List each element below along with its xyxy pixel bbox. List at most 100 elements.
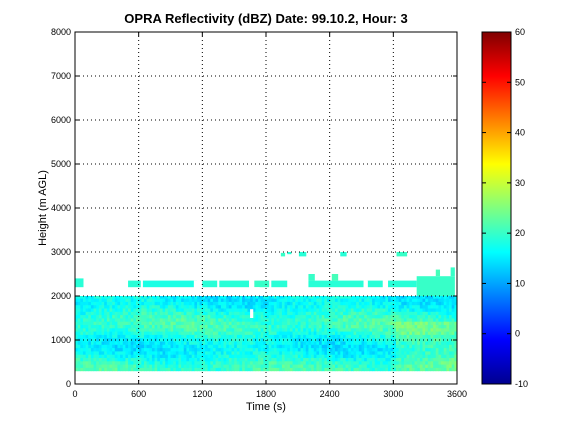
- heatmap-cell: [218, 318, 222, 322]
- heatmap-cell: [409, 367, 413, 372]
- heatmap-cell: [449, 334, 453, 339]
- heatmap-cell: [332, 334, 336, 339]
- heatmap-cell: [263, 357, 267, 362]
- heatmap-cell: [244, 354, 248, 358]
- heatmap-cell: [380, 360, 384, 365]
- heatmap-cell: [255, 304, 259, 309]
- heatmap-cell: [186, 308, 190, 312]
- heatmap-cell: [112, 318, 116, 322]
- heatmap-cell: [451, 341, 455, 345]
- heatmap-cell: [204, 341, 209, 345]
- heatmap-cell: [220, 308, 224, 312]
- heatmap-cell: [385, 308, 389, 312]
- heatmap-cell: [369, 304, 373, 309]
- heatmap-cell: [212, 347, 216, 352]
- heatmap-cell: [159, 351, 163, 355]
- heatmap-cell: [292, 351, 296, 355]
- heatmap-cell: [361, 367, 365, 372]
- heatmap-cell: [438, 321, 442, 325]
- heatmap-cell: [273, 296, 278, 299]
- heatmap-cell: [112, 334, 116, 339]
- heatmap-cell: [80, 324, 84, 329]
- heatmap-cell: [120, 321, 124, 325]
- heatmap-cell: [157, 308, 161, 312]
- heatmap-cell: [435, 298, 439, 302]
- heatmap-cell: [425, 364, 429, 368]
- heatmap-cell: [276, 318, 280, 322]
- heatmap-cell: [324, 327, 328, 332]
- heatmap-cell: [93, 311, 97, 316]
- heatmap-cell: [258, 331, 262, 335]
- heatmap-cell: [337, 327, 341, 332]
- heatmap-cell: [409, 318, 413, 322]
- heatmap-cell: [276, 334, 280, 339]
- heatmap-cell: [401, 301, 405, 306]
- heatmap-cell: [215, 347, 219, 352]
- heatmap-cell: [234, 324, 238, 329]
- heatmap-cell: [218, 354, 222, 358]
- heatmap-cell: [266, 318, 270, 322]
- heatmap-cell: [250, 341, 254, 345]
- heatmap-cell: [88, 354, 92, 358]
- heatmap-cell: [319, 341, 323, 345]
- heatmap-cell: [130, 344, 134, 349]
- heatmap-cell: [146, 308, 150, 312]
- heatmap-cell: [146, 337, 150, 342]
- heatmap-cell: [151, 334, 155, 339]
- heatmap-cell: [313, 344, 317, 349]
- heatmap-cell: [88, 311, 92, 316]
- heatmap-cell: [327, 367, 331, 372]
- heatmap-cell: [167, 341, 171, 345]
- heatmap-cell: [433, 318, 437, 322]
- heatmap-cell: [422, 331, 426, 335]
- heatmap-cell: [329, 360, 333, 365]
- heatmap-cell: [374, 347, 378, 352]
- heatmap-cell: [239, 301, 243, 306]
- heatmap-cell: [337, 321, 341, 325]
- heatmap-cell: [287, 344, 291, 349]
- heatmap-cell: [109, 367, 113, 372]
- heatmap-cell: [311, 298, 315, 302]
- heatmap-cell: [364, 341, 368, 345]
- heatmap-cell: [385, 311, 389, 316]
- heatmap-cell: [136, 321, 140, 325]
- heatmap-cell: [393, 360, 397, 365]
- heatmap-cell: [316, 357, 320, 362]
- heatmap-cell: [401, 327, 405, 332]
- heatmap-cell: [191, 308, 195, 312]
- heatmap-cell: [120, 314, 124, 319]
- heatmap-cell: [449, 367, 453, 372]
- heatmap-cell: [77, 324, 81, 329]
- heatmap-cell: [88, 367, 92, 372]
- heatmap-cell: [136, 308, 140, 312]
- heatmap-cell: [406, 360, 410, 365]
- heatmap-cell: [438, 331, 442, 335]
- heatmap-cell: [395, 321, 400, 325]
- heatmap-cell: [236, 298, 240, 302]
- heatmap-cell: [401, 367, 405, 372]
- heatmap-cell: [300, 327, 304, 332]
- heatmap-cell: [167, 324, 171, 329]
- heatmap-cell: [303, 354, 307, 358]
- heatmap-cell: [350, 334, 354, 339]
- heatmap-cell: [204, 314, 209, 319]
- heatmap-cell: [311, 331, 315, 335]
- heatmap-cell: [300, 318, 304, 322]
- heatmap-cell: [212, 334, 216, 339]
- heatmap-cell: [300, 324, 304, 329]
- heatmap-cell: [181, 341, 185, 345]
- heatmap-cell: [316, 296, 320, 299]
- heatmap-cell: [215, 301, 219, 306]
- heatmap-cell: [183, 296, 187, 299]
- heatmap-cell: [356, 304, 360, 309]
- heatmap-cell: [207, 357, 211, 362]
- heatmap-cell: [417, 334, 421, 339]
- heatmap-cell: [242, 351, 246, 355]
- heatmap-cell: [443, 318, 447, 322]
- heatmap-cell: [297, 331, 301, 335]
- heatmap-cell: [324, 296, 328, 299]
- heatmap-cell: [284, 347, 288, 352]
- heatmap-cell: [319, 334, 323, 339]
- heatmap-cell: [85, 341, 89, 345]
- heatmap-cell: [218, 301, 222, 306]
